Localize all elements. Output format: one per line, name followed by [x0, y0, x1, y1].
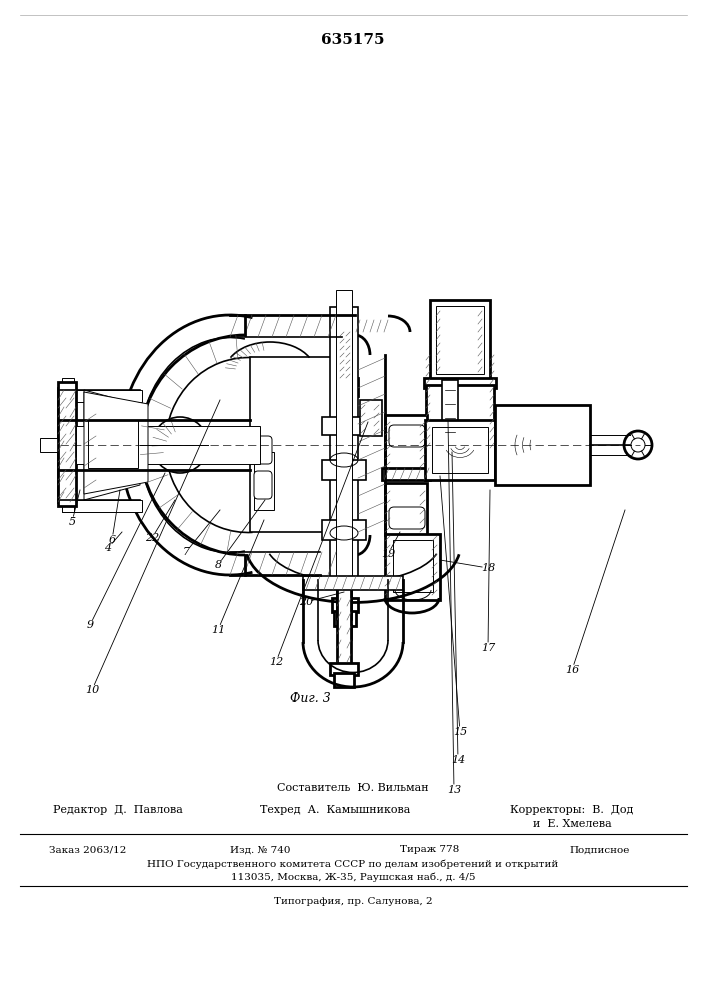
Text: Составитель  Ю. Вильман: Составитель Ю. Вильман — [277, 783, 429, 793]
Bar — [385, 415, 427, 470]
Bar — [330, 663, 358, 675]
Bar — [322, 520, 366, 540]
Text: 113035, Москва, Ж-35, Раушская наб., д. 4/5: 113035, Москва, Ж-35, Раушская наб., д. … — [230, 872, 475, 882]
Polygon shape — [84, 390, 140, 500]
Text: 11: 11 — [211, 625, 225, 635]
Text: Корректоры:  В.  Дод: Корректоры: В. Дод — [510, 805, 633, 815]
Text: 15: 15 — [453, 727, 467, 737]
Bar — [58, 382, 76, 506]
Bar — [340, 540, 350, 600]
Circle shape — [152, 417, 208, 473]
FancyBboxPatch shape — [389, 507, 425, 529]
Bar — [334, 318, 356, 332]
Bar — [436, 306, 484, 374]
Bar — [322, 417, 366, 435]
Text: Техред  А.  Камышникова: Техред А. Камышникова — [259, 805, 410, 815]
Text: 14: 14 — [451, 755, 465, 765]
Text: 635175: 635175 — [321, 33, 385, 47]
Text: Изд. № 740: Изд. № 740 — [230, 846, 291, 854]
Bar — [74, 432, 254, 460]
Bar — [495, 405, 590, 485]
FancyBboxPatch shape — [389, 425, 425, 447]
Text: 5: 5 — [69, 517, 76, 527]
Bar — [338, 625, 352, 640]
Text: 16: 16 — [565, 665, 579, 675]
Bar — [303, 576, 403, 590]
Text: 7: 7 — [182, 547, 189, 557]
Bar — [426, 385, 494, 450]
Text: НПО Государственного комитета СССР по делам изобретений и открытий: НПО Государственного комитета СССР по де… — [147, 859, 559, 869]
Text: 18: 18 — [481, 563, 495, 573]
Text: 13: 13 — [447, 785, 461, 795]
FancyBboxPatch shape — [254, 471, 272, 499]
Text: 9: 9 — [86, 620, 93, 630]
Bar — [382, 468, 430, 480]
Bar — [424, 448, 496, 456]
Text: Заказ 2063/12: Заказ 2063/12 — [49, 846, 127, 854]
Bar — [332, 598, 358, 612]
Bar — [254, 452, 274, 510]
Text: Подписное: Подписное — [570, 846, 630, 854]
Circle shape — [624, 431, 652, 459]
Bar — [322, 460, 366, 480]
Bar — [76, 426, 260, 464]
Bar — [88, 420, 138, 468]
Text: 20: 20 — [299, 597, 313, 607]
Bar — [425, 420, 495, 480]
Text: 19: 19 — [381, 549, 395, 559]
Bar — [360, 400, 382, 436]
Circle shape — [340, 466, 348, 474]
Bar — [250, 357, 338, 532]
Bar — [393, 540, 433, 592]
Polygon shape — [84, 392, 148, 494]
Circle shape — [340, 489, 348, 497]
Circle shape — [340, 511, 348, 519]
Text: Фиг. 3: Фиг. 3 — [290, 692, 330, 704]
Text: 10: 10 — [85, 685, 99, 695]
Bar — [424, 378, 496, 388]
Text: 12: 12 — [269, 657, 283, 667]
Bar — [430, 300, 490, 380]
Bar — [332, 378, 358, 396]
Bar — [62, 378, 74, 392]
Bar — [58, 388, 74, 502]
Text: 22: 22 — [145, 533, 159, 543]
Text: 17: 17 — [481, 643, 495, 653]
Bar — [340, 330, 350, 380]
Bar — [338, 310, 352, 320]
Text: Тираж 778: Тираж 778 — [400, 846, 460, 854]
Bar — [40, 438, 60, 452]
Bar — [62, 390, 142, 402]
Bar — [334, 611, 356, 626]
FancyBboxPatch shape — [254, 436, 272, 464]
Bar — [62, 498, 74, 512]
Text: Редактор  Д.  Павлова: Редактор Д. Павлова — [53, 805, 183, 815]
Circle shape — [340, 533, 348, 541]
Bar — [385, 483, 427, 535]
Bar — [442, 380, 458, 446]
Bar — [337, 585, 351, 665]
Bar — [336, 290, 352, 620]
Bar — [385, 534, 440, 600]
Circle shape — [631, 438, 645, 452]
Text: Типография, пр. Салунова, 2: Типография, пр. Салунова, 2 — [274, 898, 432, 906]
Bar — [62, 500, 142, 512]
Text: 8: 8 — [214, 560, 221, 570]
Text: и  Е. Хмелева: и Е. Хмелева — [532, 819, 612, 829]
Text: 4: 4 — [105, 543, 112, 553]
Text: 6: 6 — [108, 535, 115, 545]
Bar — [334, 673, 354, 687]
Bar — [432, 427, 488, 473]
Bar — [330, 307, 358, 585]
